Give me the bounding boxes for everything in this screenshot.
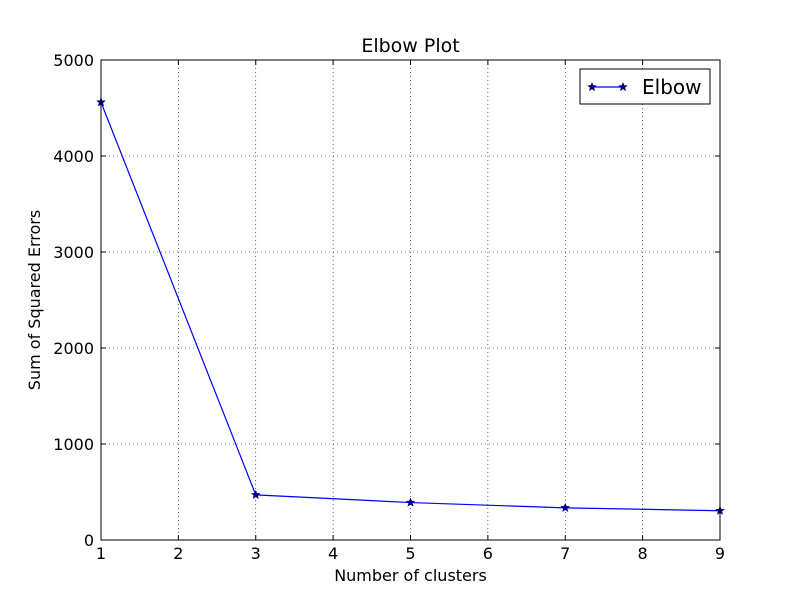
y-tick-label: 5000 xyxy=(53,51,94,70)
tick-layer: 1 2 3 4 5 6 7 8 9 0 1000 2000 3000 4000 5000 xyxy=(53,51,725,563)
x-tick-label: 6 xyxy=(483,544,493,563)
chart-title: Elbow Plot xyxy=(361,35,459,57)
x-axis-label: Number of clusters xyxy=(334,566,487,585)
x-tick-label: 7 xyxy=(560,544,570,563)
x-tick-label: 4 xyxy=(328,544,338,563)
x-tick-label: 9 xyxy=(715,544,725,563)
legend-marker-sample xyxy=(618,81,628,92)
x-tick-label: 1 xyxy=(96,544,106,563)
y-tick-label: 0 xyxy=(84,531,94,550)
x-tick-label: 3 xyxy=(251,544,261,563)
series-line-elbow xyxy=(100,102,721,512)
x-tick-label: 8 xyxy=(638,544,648,563)
legend: Elbow xyxy=(579,68,711,105)
data-point-marker xyxy=(560,502,571,513)
y-tick-label: 1000 xyxy=(53,435,94,454)
data-point-marker xyxy=(405,497,416,507)
y-tick-label: 2000 xyxy=(53,339,94,358)
legend-entry-elbow: Elbow xyxy=(642,75,701,99)
legend-marker-sample xyxy=(587,81,597,92)
legend-marker-samples xyxy=(587,81,628,92)
y-axis-label: Sum of Squared Errors xyxy=(25,210,44,390)
y-tick-label: 4000 xyxy=(53,147,94,166)
grid-lines xyxy=(100,59,721,541)
y-tick-label: 3000 xyxy=(53,243,94,262)
x-tick-label: 2 xyxy=(173,544,183,563)
data-point-marker xyxy=(250,489,261,500)
x-tick-label: 5 xyxy=(405,544,415,563)
